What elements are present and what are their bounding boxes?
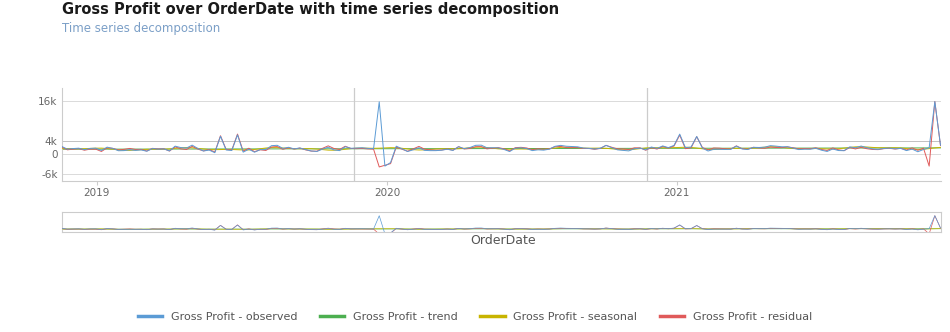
Text: Time series decomposition: Time series decomposition (62, 22, 220, 35)
Text: OrderDate: OrderDate (470, 234, 537, 247)
Text: Gross Profit over OrderDate with time series decomposition: Gross Profit over OrderDate with time se… (62, 2, 559, 17)
Legend: Gross Profit - observed, Gross Profit - trend, Gross Profit - seasonal, Gross Pr: Gross Profit - observed, Gross Profit - … (133, 307, 817, 326)
